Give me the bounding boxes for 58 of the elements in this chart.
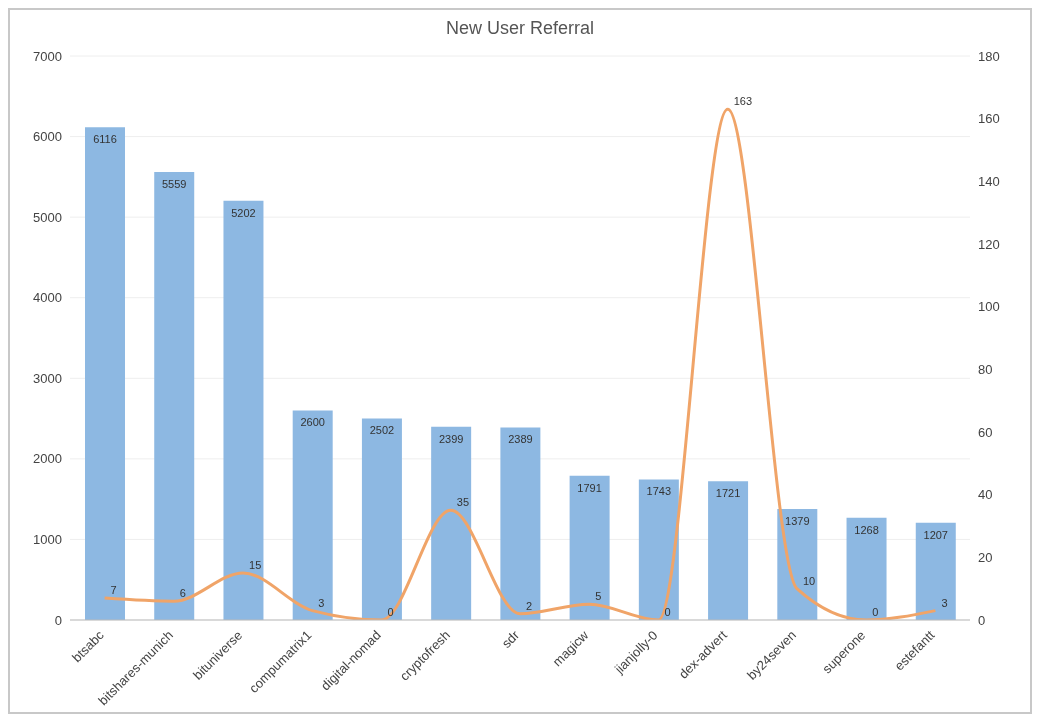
bar	[85, 127, 125, 620]
bar	[915, 522, 956, 620]
data-label: 0	[872, 605, 879, 618]
x-tick-label: sdr	[498, 627, 523, 651]
y-tick-label: 1000	[33, 532, 62, 548]
data-label: 2389	[508, 433, 533, 446]
bar	[846, 517, 887, 620]
data-label: 5	[595, 590, 602, 603]
y2-tick-label: 20	[978, 549, 993, 565]
data-label: 3	[941, 596, 948, 609]
data-label: 15	[249, 558, 262, 571]
data-label: 5559	[161, 177, 187, 190]
y2-tick-label: 80	[978, 361, 993, 377]
data-label: 3	[318, 596, 325, 609]
bar	[500, 427, 541, 620]
data-label: 1207	[923, 528, 949, 541]
data-label: 2502	[369, 424, 395, 437]
y-tick-label: 3000	[33, 370, 62, 386]
y2-tick-label: 160	[978, 111, 1000, 127]
data-label: 1743	[646, 485, 672, 498]
y-tick-label: 7000	[33, 48, 62, 64]
data-label: 2600	[300, 416, 325, 429]
y-tick-label: 4000	[33, 290, 62, 306]
bar	[569, 475, 610, 620]
y2-tick-label: 40	[978, 487, 993, 503]
data-label: 35	[456, 496, 470, 509]
bar	[292, 410, 333, 620]
bar	[431, 426, 472, 620]
bar	[361, 418, 402, 620]
bar	[154, 172, 195, 620]
data-label: 1268	[854, 523, 879, 536]
y2-tick-label: 120	[978, 236, 1000, 252]
data-label: 163	[733, 95, 753, 108]
y-tick-label: 2000	[33, 451, 62, 467]
data-label: 10	[802, 574, 816, 587]
data-label: 0	[387, 605, 394, 618]
y2-tick-label: 0	[978, 612, 986, 628]
y2-tick-label: 180	[978, 48, 1000, 64]
y2-tick-label: 140	[978, 173, 1000, 189]
data-label: 6	[179, 587, 186, 600]
data-label: 7	[110, 583, 117, 596]
y2-tick-label: 60	[978, 424, 993, 440]
data-label: 5202	[231, 206, 256, 219]
data-label: 6116	[93, 133, 117, 146]
bar	[638, 479, 679, 620]
y-tick-label: 0	[54, 612, 62, 628]
data-label: 2	[526, 599, 533, 612]
data-label: 1721	[715, 487, 741, 500]
data-label: 0	[664, 605, 671, 618]
bar	[223, 200, 264, 620]
bar	[708, 481, 749, 620]
data-label: 2399	[438, 432, 464, 445]
data-label: 1791	[577, 481, 602, 494]
y2-tick-label: 100	[978, 299, 1000, 315]
y-tick-label: 5000	[33, 209, 62, 225]
chart-title: New User Referral	[444, 17, 595, 40]
y-tick-label: 6000	[33, 129, 62, 145]
data-label: 1379	[785, 514, 810, 527]
